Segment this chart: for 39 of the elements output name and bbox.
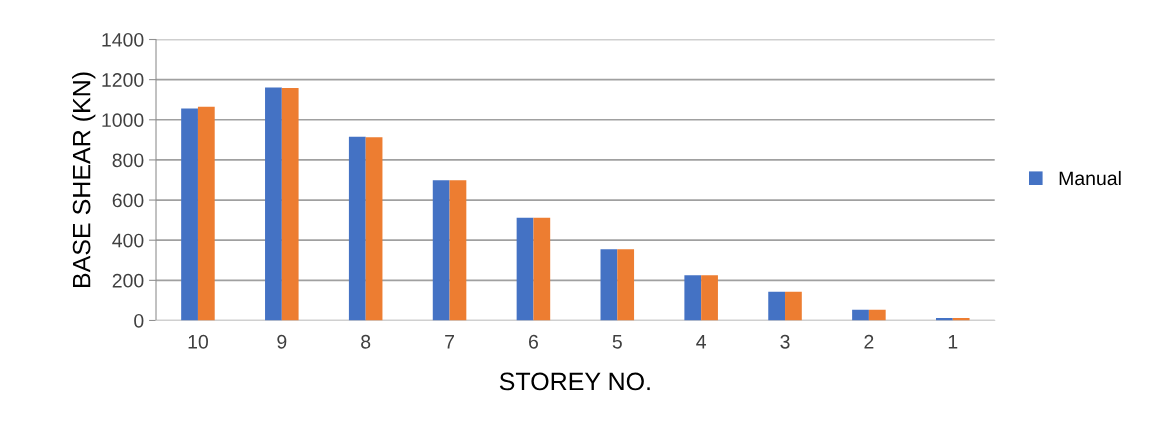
bar — [600, 249, 618, 321]
y-tick-label: 400 — [112, 233, 144, 248]
bar — [265, 87, 282, 321]
bar — [516, 217, 534, 321]
y-tick-label: 0 — [134, 313, 144, 328]
x-tick-label: 4 — [696, 335, 706, 349]
x-tick-label: 8 — [361, 334, 371, 349]
x-tick-label: 2 — [864, 334, 874, 349]
x-axis-title: STOREY NO. — [499, 372, 650, 391]
bar — [281, 88, 299, 321]
bar — [197, 106, 215, 321]
y-axis-title: BASE SHEAR (KN) — [72, 72, 96, 287]
bar — [617, 249, 635, 321]
y-tick-label: 1000 — [102, 113, 144, 128]
bar — [701, 275, 718, 321]
y-tick-label: 200 — [112, 273, 144, 288]
x-tick-label: 5 — [612, 335, 622, 349]
y-tick-label: 600 — [112, 193, 144, 208]
x-tick-label: 3 — [780, 334, 790, 349]
x-tick-label: 9 — [277, 334, 287, 349]
bar — [533, 217, 551, 321]
bar — [768, 291, 786, 321]
bar — [785, 291, 802, 321]
bar — [432, 180, 450, 321]
y-tick-label: 800 — [112, 153, 144, 168]
bar — [449, 180, 467, 321]
x-tick-label: 6 — [529, 334, 538, 349]
bar — [868, 309, 886, 321]
bar — [365, 137, 383, 321]
bar — [684, 275, 702, 321]
bar — [181, 108, 198, 321]
bar — [348, 136, 366, 321]
x-tick-label: 7 — [445, 335, 454, 349]
x-tick-label: 1 — [948, 335, 958, 349]
bar — [852, 309, 869, 321]
y-tick-label: 1400 — [102, 32, 144, 47]
x-tick-label: 10 — [188, 334, 208, 349]
legend-label: Manual — [1059, 170, 1121, 186]
y-tick-label: 1200 — [102, 73, 144, 87]
